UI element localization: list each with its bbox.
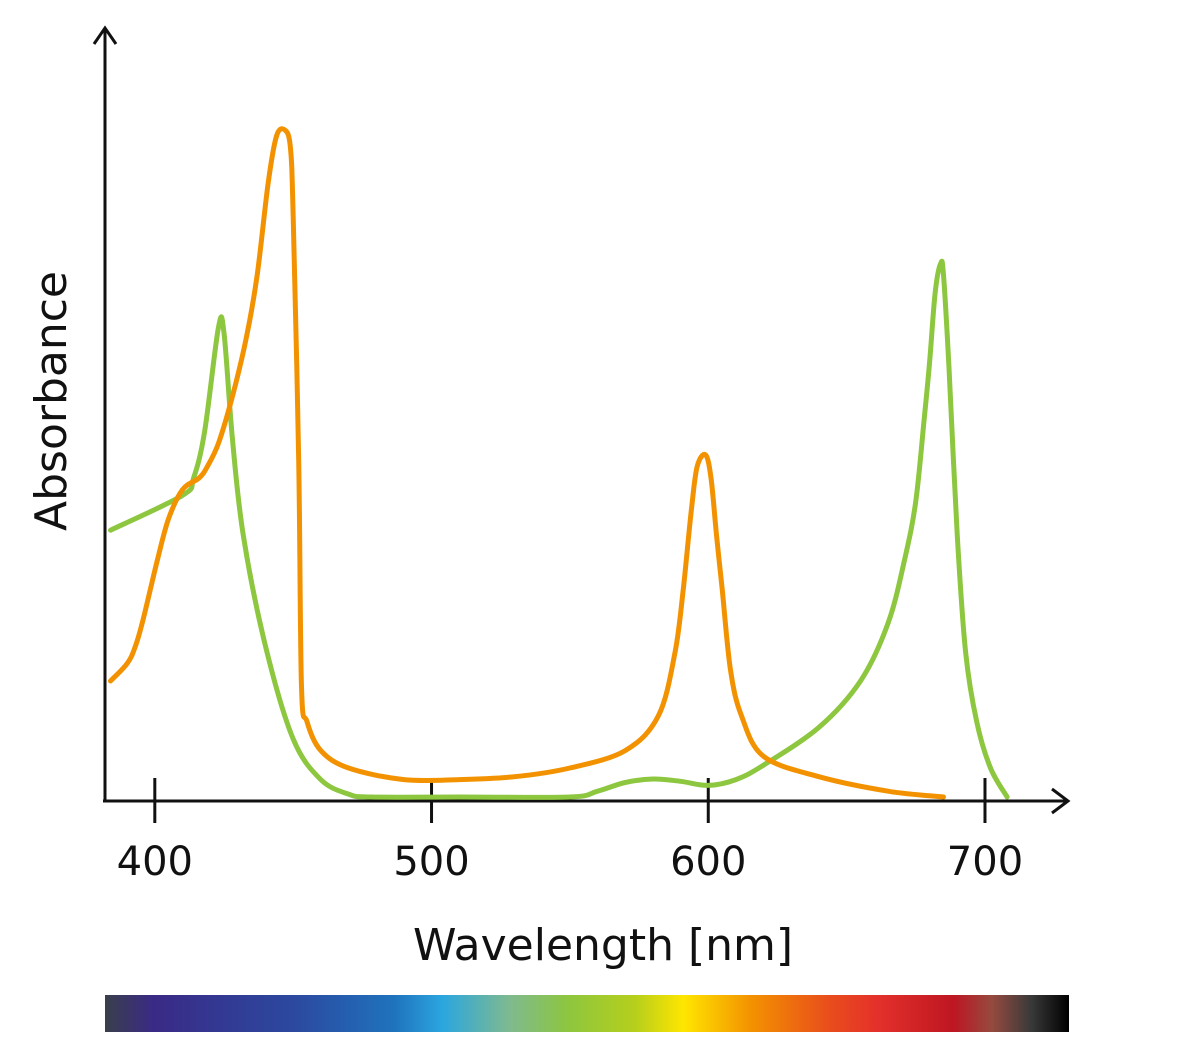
x-tick-label-700: 700 [947, 839, 1023, 885]
x-axis-title: Wavelength [nm] [413, 920, 793, 971]
x-tick-label-400: 400 [117, 839, 193, 885]
x-tick-label-500: 500 [393, 839, 469, 885]
series-line-orange [108, 126, 946, 800]
x-axis-arrow [1051, 787, 1071, 815]
y-axis-title: Absorbance [26, 271, 77, 531]
spectrum-color-bar [105, 995, 1069, 1032]
y-axis-arrow [92, 25, 118, 45]
x-tick-label-600: 600 [670, 839, 746, 885]
series-line-green [108, 258, 1010, 800]
